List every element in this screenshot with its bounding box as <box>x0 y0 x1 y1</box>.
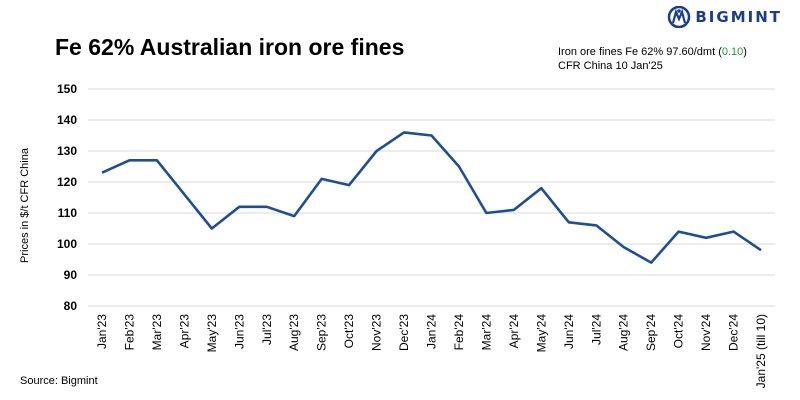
x-tick-label: Aug'23 <box>287 314 301 351</box>
x-tick-label: Jan'23 <box>95 314 109 349</box>
x-tick-label: Sep'24 <box>644 314 658 351</box>
x-tick-label: Jul'23 <box>260 314 274 345</box>
x-tick-label: Feb'24 <box>452 314 466 351</box>
price-info-line2: CFR China 10 Jan'25 <box>558 60 663 72</box>
x-tick-label: Nov'23 <box>370 314 384 351</box>
y-tick-labels: 80 90 100 110 120 130 140 150 <box>57 82 77 313</box>
x-tick-label: Feb'23 <box>122 314 136 351</box>
source-note: Source: Bigmint <box>20 375 98 387</box>
chart-title: Fe 62% Australian iron ore fines <box>55 34 405 60</box>
x-tick-label: Oct'23 <box>342 314 356 349</box>
price-info: Iron ore fines Fe 62% 97.60/dmt (0.10) C… <box>558 45 747 73</box>
x-tick-label: Apr'23 <box>177 314 191 349</box>
y-tick-label: 140 <box>57 113 77 127</box>
price-info-prefix: Iron ore fines Fe 62% 97.60/dmt ( <box>558 46 722 58</box>
x-tick-label: May'23 <box>205 314 219 353</box>
x-tick-label: Nov'24 <box>699 314 713 351</box>
series-price <box>101 131 762 264</box>
y-tick-label: 100 <box>57 237 77 251</box>
x-tick-label: Dec'23 <box>397 314 411 351</box>
price-info-suffix: ) <box>743 46 747 58</box>
brand-name: BIGMINT <box>695 8 782 26</box>
x-tick-label: Oct'24 <box>672 314 686 349</box>
price-change: 0.10 <box>721 46 744 58</box>
x-tick-label: Sep'23 <box>315 314 329 351</box>
y-tick-label: 150 <box>57 82 77 96</box>
grid-lines <box>88 88 775 307</box>
y-tick-label: 90 <box>64 268 78 282</box>
x-tick-label: Mar'24 <box>479 314 493 351</box>
y-tick-label: 80 <box>64 299 78 313</box>
x-tick-label: Jul'24 <box>589 314 603 345</box>
bigmint-logo: BIGMINT <box>667 6 782 28</box>
y-tick-label: 110 <box>58 206 78 220</box>
x-tick-label: Jan'25 (till 10) <box>754 314 768 388</box>
x-tick-label: May'24 <box>534 314 548 353</box>
x-tick-label: Jun'24 <box>562 314 576 349</box>
y-tick-label: 120 <box>57 175 77 189</box>
bigmint-logo-icon <box>668 6 691 28</box>
price-info-line1: Iron ore fines Fe 62% 97.60/dmt (0.10) <box>558 45 747 59</box>
x-tick-labels: Jan'23 Feb'23 Mar'23 Apr'23 May'23 Jun'23 Jul'… <box>95 314 768 389</box>
x-tick-label: Jan'24 <box>425 314 439 349</box>
series-line <box>101 131 762 264</box>
x-tick-label: Mar'23 <box>150 314 164 351</box>
x-tick-label: Dec'24 <box>727 314 741 351</box>
x-tick-label: Apr'24 <box>507 314 521 349</box>
x-tick-label: Aug'24 <box>617 314 631 351</box>
y-tick-label: 130 <box>57 144 77 158</box>
x-tick-label: Jun'23 <box>232 314 246 349</box>
y-axis-label: Prices in $/t CFR China <box>19 147 31 263</box>
